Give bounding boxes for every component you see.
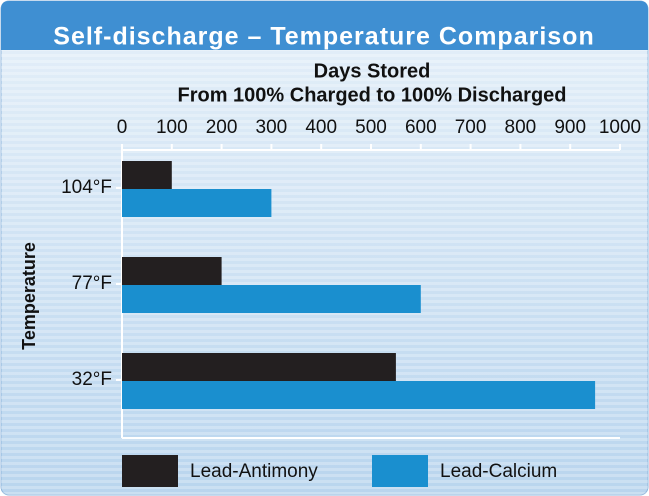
x-axis-title: Days Stored (314, 60, 431, 82)
x-tick-label: 300 (256, 117, 288, 138)
title-bar (1, 1, 648, 50)
x-tick-label: 700 (455, 117, 487, 138)
x-tick-label: 600 (405, 117, 437, 138)
chart-title: Self-discharge – Temperature Comparison (53, 23, 594, 51)
x-tick-label: 100 (156, 117, 188, 138)
y-tick-label: 77°F (72, 273, 112, 294)
bar (122, 257, 222, 285)
x-tick-label: 500 (355, 117, 387, 138)
y-tick-label: 104°F (61, 177, 112, 198)
x-tick-label: 200 (206, 117, 238, 138)
bar (122, 285, 421, 313)
x-tick-label: 400 (305, 117, 337, 138)
x-tick-label: 900 (554, 117, 586, 138)
x-axis-subtitle: From 100% Charged to 100% Discharged (177, 84, 566, 106)
y-axis-title: Temperature (19, 242, 39, 350)
bar (122, 161, 172, 189)
x-tick-label: 1000 (599, 117, 641, 138)
x-tick-label: 0 (117, 117, 128, 138)
legend-swatch (372, 455, 428, 487)
y-tick-label: 32°F (72, 369, 112, 390)
legend-swatch (122, 455, 178, 487)
bar (122, 381, 596, 409)
bar (122, 353, 396, 381)
x-tick-label: 800 (505, 117, 537, 138)
bar (122, 189, 272, 217)
legend-label: Lead-Antimony (190, 461, 318, 482)
legend-label: Lead-Calcium (440, 461, 557, 482)
